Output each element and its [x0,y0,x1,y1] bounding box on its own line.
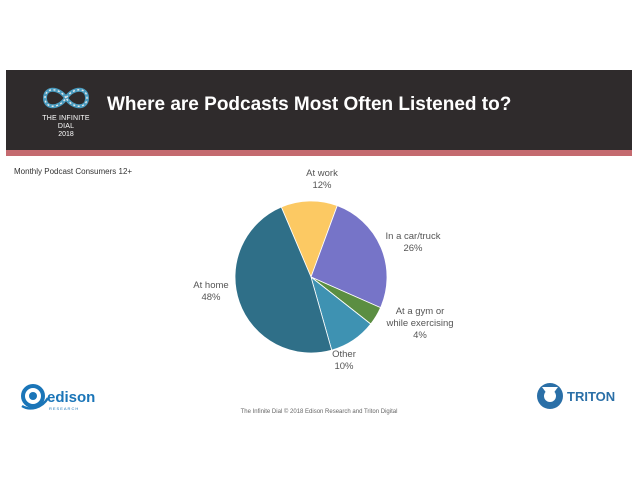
pie-label-2-line-1: while exercising [385,318,453,329]
logo-year: 2018 [58,131,74,138]
footer-copyright: The Infinite Dial © 2018 Edison Research… [240,409,398,415]
pie-label-3-line-1: 10% [334,361,354,372]
triton-logo: TRITON [537,383,615,409]
pie-label-4-line-0: At home [193,280,228,291]
edison-subtext: RESEARCH [49,406,79,411]
pie-label-0-line-0: At work [306,168,338,179]
triton-wordmark: TRITON [567,389,615,404]
pie-label-1-line-0: In a car/truck [386,231,441,242]
infinite-dial-logo: THE INFINITE DIAL 2018 [34,84,98,139]
pie-slice-1 [310,205,388,309]
header-accent-strip [6,150,632,156]
pie-label-4-line-1: 48% [201,292,221,303]
pie-label-0-line-1: 12% [312,180,332,191]
page-title: Where are Podcasts Most Often Listened t… [107,94,512,115]
pie-slice-4 [234,206,333,354]
pie-label-1-line-1: 26% [403,243,423,254]
edison-logo: edison RESEARCH [21,384,95,411]
pie-label-2-line-0: At a gym or [396,306,445,317]
chart-subtitle: Monthly Podcast Consumers 12+ [14,167,133,176]
edison-wordmark: edison [47,389,95,406]
infinity-icon [42,87,90,109]
logo-name: THE INFINITE DIAL [42,115,90,130]
pie-label-2-line-2: 4% [413,330,427,341]
pie-label-3-line-0: Other [332,349,356,360]
header-bar [6,70,632,150]
